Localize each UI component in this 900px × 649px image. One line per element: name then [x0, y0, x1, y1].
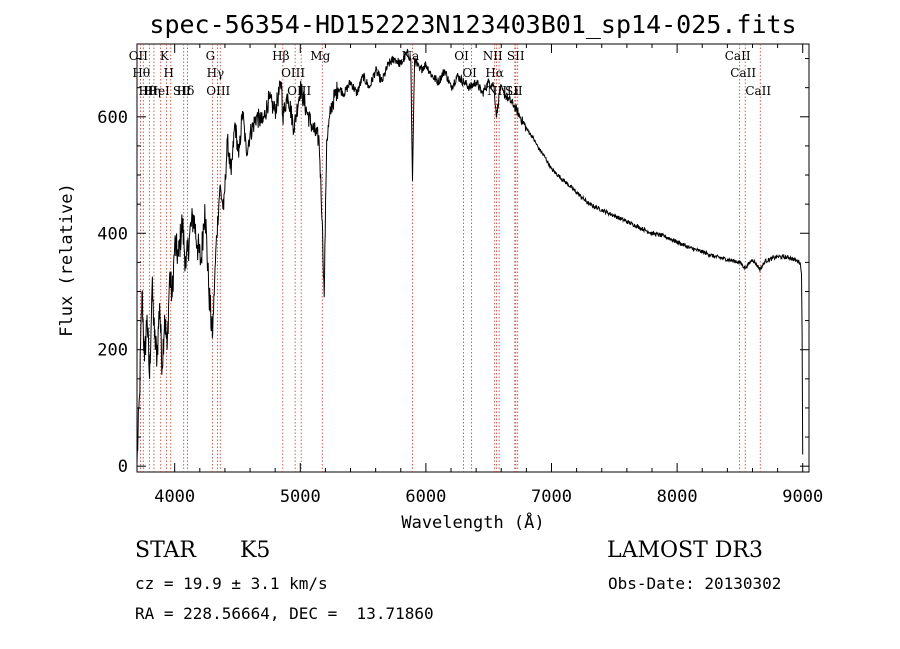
line-label-22: Li	[507, 84, 519, 98]
line-label-19: NII	[483, 49, 503, 63]
line-label-12: Hβ	[272, 49, 289, 63]
line-label-4: HeI	[148, 84, 171, 98]
x-tick-label-4: 8000	[657, 487, 698, 507]
axis-ticks: 4000 5000 6000 7000 8000 9000 0 200 400 600	[97, 44, 823, 507]
coordinates-readout: RA = 228.56664, DEC = 13.71860	[135, 604, 434, 623]
observation-date: Obs-Date: 20130302	[608, 574, 782, 593]
line-label-20: Hα	[485, 66, 504, 80]
x-tick-label-5: 9000	[782, 487, 823, 507]
line-label-5: K	[160, 49, 170, 63]
y-tick-label-0: 0	[118, 457, 128, 477]
y-tick-label-3: 600	[97, 108, 128, 128]
line-label-7: SII	[173, 84, 191, 98]
line-label-9: G	[206, 49, 216, 63]
emission-line-markers	[139, 44, 761, 472]
redshift-readout: cz = 19.9 ± 3.1 km/s	[135, 574, 328, 593]
object-class: STAR	[135, 538, 196, 563]
line-label-25: CaII	[725, 49, 751, 63]
line-label-23: SII	[505, 84, 523, 98]
line-label-8: Hδ	[177, 84, 195, 98]
line-label-6: H	[164, 66, 174, 80]
line-label-27: CaII	[745, 84, 771, 98]
line-label-2: Hθ	[138, 84, 156, 98]
chart-title: spec-56354-HD152223N123403B01_sp14-025.f…	[149, 10, 796, 39]
line-label-18: OI	[462, 66, 477, 80]
line-label-0: OII	[129, 49, 149, 63]
line-label-10: Hγ	[207, 66, 225, 80]
flux-line	[136, 48, 804, 464]
x-tick-label-1: 5000	[280, 487, 321, 507]
line-label-17: OI	[454, 49, 469, 63]
line-label-24: SII	[507, 49, 525, 63]
x-tick-label-2: 6000	[405, 487, 446, 507]
x-axis-label: Wavelength (Å)	[401, 511, 544, 533]
line-label-14: OIII	[287, 84, 311, 98]
line-label-13: OIII	[281, 66, 305, 80]
y-tick-label-2: 400	[97, 224, 128, 244]
x-tick-label-3: 7000	[531, 487, 572, 507]
flux-series	[136, 48, 804, 464]
object-subclass: K5	[240, 538, 271, 563]
line-label-15: Mg	[310, 49, 330, 63]
plot-frame	[136, 43, 810, 473]
line-label-26: CaII	[730, 66, 756, 80]
survey-name: LAMOST DR3	[607, 538, 763, 563]
line-label-3: Hη	[143, 84, 161, 98]
line-label-11: OIII	[206, 84, 230, 98]
x-tick-label-0: 4000	[154, 487, 195, 507]
y-axis-label: Flux (relative)	[57, 183, 77, 337]
y-tick-label-1: 200	[97, 341, 128, 361]
line-label-1: Hθ	[132, 66, 150, 80]
